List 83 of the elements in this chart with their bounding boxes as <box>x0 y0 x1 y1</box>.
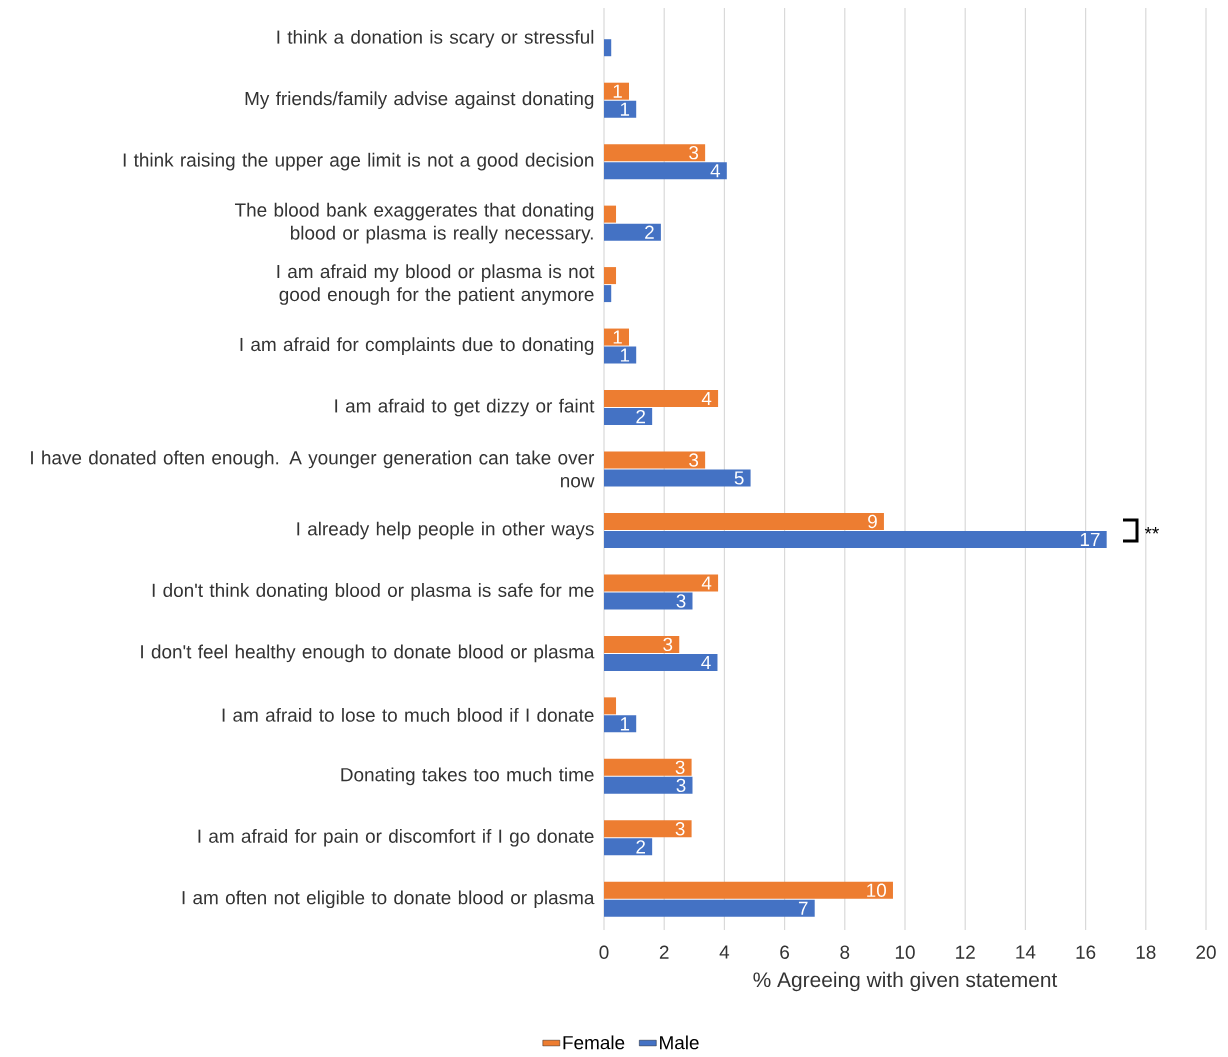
data-label: 4 <box>710 164 721 178</box>
bar <box>604 592 693 610</box>
x-tick-label: 14 <box>1016 945 1036 959</box>
bar <box>604 635 680 653</box>
data-label: 2 <box>636 409 646 424</box>
x-tick-label: 0 <box>599 945 609 959</box>
bar <box>604 285 612 303</box>
data-label: 1 <box>613 84 622 98</box>
bar <box>604 512 884 530</box>
bar <box>604 82 629 100</box>
y-tick-label: I am afraid for complaints due to donating <box>240 337 594 355</box>
annotation: ** <box>1144 526 1159 534</box>
y-tick-label: I am afraid my blood or plasma is not good enough for the patient anymore <box>277 264 595 305</box>
data-label: 7 <box>798 901 808 915</box>
data-label: 3 <box>675 822 685 836</box>
bar <box>604 820 692 838</box>
x-tick-label: 10 <box>895 945 915 959</box>
x-tick-label: 12 <box>956 945 975 959</box>
bar <box>604 451 706 469</box>
bar <box>604 328 629 346</box>
y-tick-label: The blood bank exaggerates that donating blood or plasma is really necessary. <box>234 202 594 244</box>
data-label: 9 <box>868 514 877 529</box>
y-tick-label: I am afraid to lose to much blood if I donate <box>222 707 594 722</box>
bar <box>604 758 692 776</box>
data-label: 4 <box>701 392 712 406</box>
bar <box>604 223 661 241</box>
x-tick-label: 6 <box>780 945 790 959</box>
x-tick-label: 8 <box>840 945 850 959</box>
y-tick-label: I don't think donating blood or plasma is safe for me <box>152 583 594 601</box>
data-label: 1 <box>620 348 630 362</box>
bar <box>604 267 617 285</box>
x-tick-label: 16 <box>1076 945 1096 959</box>
bar <box>604 653 718 671</box>
data-label: 1 <box>620 102 630 116</box>
data-label: 3 <box>675 760 685 775</box>
bar <box>604 205 617 223</box>
bar <box>604 162 727 180</box>
data-label: 3 <box>676 778 686 793</box>
legend-label: Female <box>563 1035 625 1050</box>
x-tick-label: 2 <box>659 945 669 959</box>
x-tick-label: 20 <box>1196 945 1216 959</box>
bar <box>604 530 1107 548</box>
bar <box>604 39 612 57</box>
x-tick-label: 18 <box>1136 945 1156 959</box>
y-tick-label: I think a donation is scary or stressful <box>277 29 594 48</box>
bar <box>604 346 637 364</box>
x-axis-title: % Agreeing with given statement <box>753 971 1058 992</box>
y-tick-label: I don't feel healthy enough to donate blood or plasma <box>141 644 595 663</box>
bar <box>604 574 719 592</box>
data-label: 3 <box>663 637 673 652</box>
data-label: 17 <box>1080 532 1100 546</box>
data-label: 4 <box>701 655 711 669</box>
y-tick-label: I am afraid to get dizzy or faint <box>335 398 595 417</box>
y-tick-label: I already help people in other ways <box>297 521 594 540</box>
data-label: 1 <box>613 330 622 344</box>
data-label: 2 <box>645 225 654 239</box>
bar <box>604 408 653 426</box>
y-tick-label: I am often not eligible to donate blood or plasma <box>182 890 595 909</box>
bar <box>604 881 893 899</box>
y-tick-label: Donating takes too much time <box>341 767 594 786</box>
y-tick-label: I think raising the upper age limit is not a good decision <box>123 152 594 171</box>
bar <box>604 715 637 733</box>
data-label: 2 <box>636 840 646 854</box>
y-tick-label: I have donated often enough. A younger generation can take over now <box>31 450 595 488</box>
data-label: 3 <box>689 453 699 467</box>
data-label: 5 <box>734 471 744 485</box>
bar <box>604 469 751 487</box>
bar <box>604 100 637 118</box>
bar <box>604 776 693 794</box>
data-label: 3 <box>689 145 699 160</box>
legend-label: Male <box>660 1035 699 1050</box>
bar <box>604 899 815 917</box>
data-label: 3 <box>676 594 686 608</box>
data-label: 1 <box>620 717 630 731</box>
x-tick-label: 4 <box>719 945 730 959</box>
data-label: 4 <box>701 576 712 590</box>
bar <box>604 697 617 715</box>
bar <box>604 144 706 162</box>
data-label: 10 <box>867 883 887 897</box>
y-tick-label: My friends/family advise against donating <box>245 91 594 110</box>
bar <box>604 390 719 408</box>
bar <box>604 838 653 856</box>
y-tick-label: I am afraid for pain or discomfort if I go donate <box>198 828 594 847</box>
